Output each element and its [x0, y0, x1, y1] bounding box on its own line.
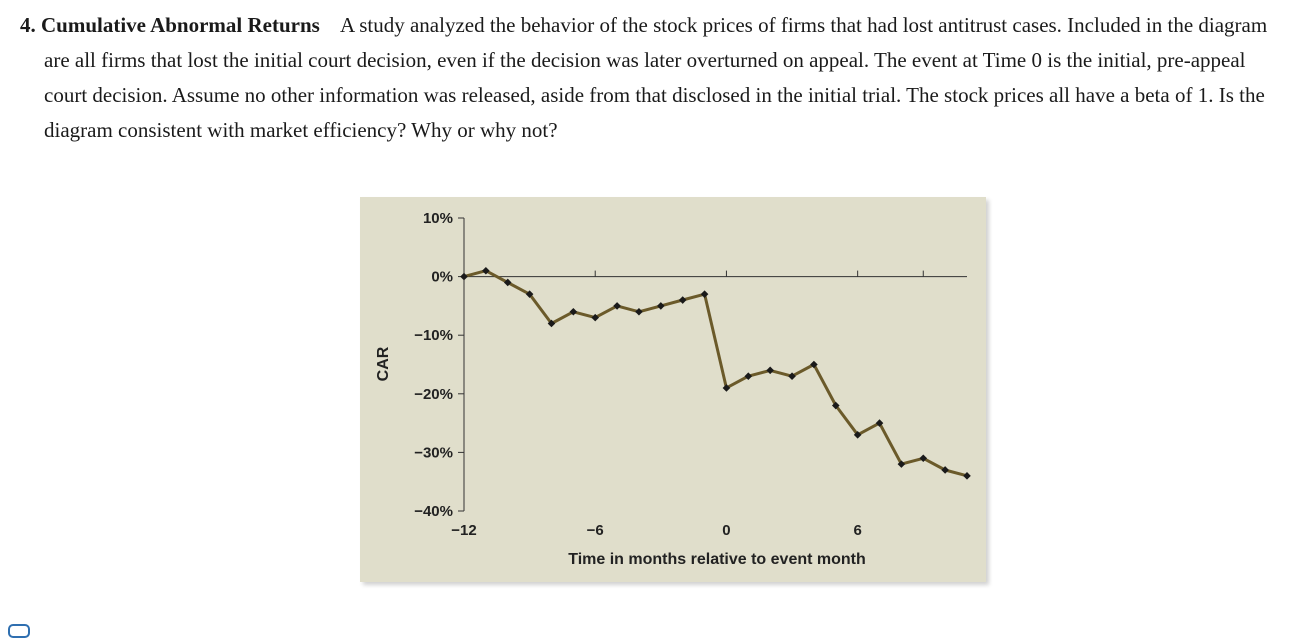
data-point: [591, 313, 600, 322]
x-tick-label: 0: [722, 522, 730, 539]
car-chart: 10% 0% −10% −20% −30% −40% −12 −6 0 6 Time in mont…: [360, 197, 986, 582]
y-tick-label: 10%: [423, 210, 453, 227]
question-text: 4. Cumulative Abnormal Returns A study a…: [20, 8, 1290, 148]
x-tick-label: −12: [451, 522, 476, 539]
x-tick-label: −6: [587, 522, 604, 539]
y-tick-label: −40%: [414, 503, 453, 520]
chat-icon[interactable]: [8, 624, 30, 638]
data-point: [635, 307, 643, 316]
data-point: [700, 290, 709, 298]
data-point: [963, 472, 971, 480]
question-block: 4. Cumulative Abnormal Returns A study a…: [20, 8, 1290, 148]
car-series-line: [463, 269, 968, 478]
y-tick-label: −30%: [414, 444, 453, 461]
y-axis-title: CAR: [375, 346, 392, 381]
data-point: [919, 454, 928, 463]
question-body: A study analyzed the behavior of the sto…: [44, 13, 1268, 142]
data-point: [788, 372, 796, 381]
y-tick-label: −10%: [414, 327, 453, 344]
data-point: [766, 366, 774, 375]
data-point: [613, 302, 621, 310]
data-point: [897, 460, 906, 468]
x-axis-title: Time in months relative to event month: [568, 551, 866, 568]
data-point: [678, 296, 687, 304]
question-number: 4.: [20, 13, 36, 37]
data-point: [831, 401, 840, 410]
data-point: [657, 302, 665, 310]
data-point: [875, 419, 884, 427]
x-tick-label: 6: [853, 522, 861, 539]
y-tick-label: −20%: [414, 386, 453, 403]
data-point: [853, 431, 862, 439]
question-title: Cumulative Abnormal Returns: [41, 13, 320, 37]
data-point: [810, 360, 818, 369]
data-point: [525, 290, 534, 298]
data-point: [744, 372, 753, 381]
data-point: [569, 307, 578, 316]
car-chart-svg: 10% 0% −10% −20% −30% −40% −12 −6 0 6 Time in mont…: [375, 210, 971, 568]
data-point: [722, 384, 731, 392]
y-tick-label: 0%: [431, 269, 453, 286]
data-point: [460, 272, 468, 281]
data-point: [941, 466, 949, 474]
